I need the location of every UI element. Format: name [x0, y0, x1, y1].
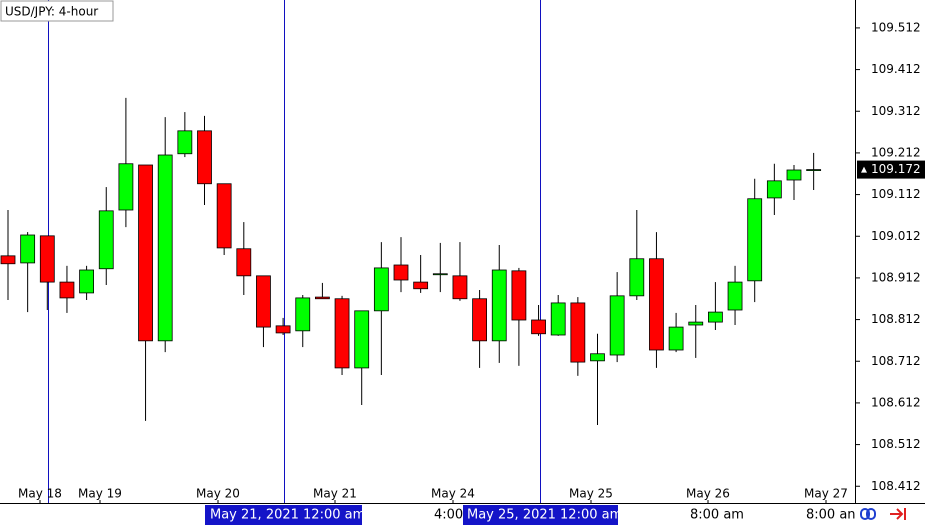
y-tick-label: 109.412	[871, 62, 921, 76]
candle-body	[157, 154, 173, 342]
cursor-label: May 21, 2021 12:00 am	[210, 508, 365, 523]
x-tick-label: May 25	[569, 487, 613, 501]
candle-body	[550, 302, 566, 336]
candle-body	[98, 210, 114, 270]
candle-body	[727, 281, 743, 311]
title-box	[0, 0, 114, 22]
candle-body	[668, 326, 684, 351]
y-tick-label: 109.212	[871, 145, 921, 159]
x-tick-label: May 20	[196, 487, 240, 501]
candle-body	[138, 164, 153, 342]
candle-body	[0, 255, 16, 265]
last-price-arrow	[861, 166, 867, 173]
candle-body	[511, 270, 527, 321]
candle-body	[20, 234, 36, 264]
candle-body	[79, 269, 94, 294]
y-tick-label: 109.512	[871, 20, 921, 34]
candle-body	[786, 169, 802, 181]
candle-body	[609, 295, 625, 356]
candle-body	[590, 353, 605, 362]
x-tick-label: May 26	[686, 487, 730, 501]
candle-body	[649, 258, 664, 351]
y-tick-label: 108.912	[871, 270, 921, 284]
candle-body	[531, 319, 546, 335]
y-tick-label: 108.412	[871, 479, 921, 493]
candle-body	[177, 130, 193, 155]
candle-body	[334, 298, 350, 369]
candle-body	[491, 269, 507, 342]
last-price-label: 109.172	[871, 162, 921, 176]
time-label: 8:00 an	[806, 508, 856, 523]
candle-body	[275, 325, 291, 334]
chart-title: USD/JPY: 4-hour	[5, 5, 98, 19]
link-icon[interactable]	[860, 508, 876, 520]
candle-body	[59, 281, 75, 299]
x-tick-label: May 21	[313, 487, 357, 501]
y-tick-label: 108.612	[871, 395, 921, 409]
candle-body	[216, 183, 232, 249]
candle-body	[295, 297, 311, 332]
candle-body	[766, 180, 782, 199]
candle-body	[688, 321, 704, 326]
y-tick-label: 109.112	[871, 187, 921, 201]
cursor-label: May 25, 2021 12:00 am	[467, 508, 622, 523]
x-tick-label: May 19	[78, 487, 122, 501]
candle-body	[629, 258, 645, 297]
candle-body	[708, 311, 723, 323]
last-price-box	[857, 160, 925, 179]
candle-body	[197, 130, 212, 185]
candle-body	[373, 267, 389, 312]
cursor-label-box	[463, 505, 618, 525]
candle-body	[472, 298, 488, 342]
candle-body	[314, 296, 330, 300]
candle-body	[432, 273, 448, 276]
time-label: 4:00	[434, 508, 463, 523]
candle-body	[570, 302, 586, 363]
x-tick-label: May 27	[804, 487, 848, 501]
candle-body	[236, 248, 252, 277]
x-tick-label: May 18	[18, 487, 62, 501]
time-label: 8:00 am	[690, 508, 744, 523]
candle-body	[118, 163, 134, 211]
x-tick-label: May 24	[431, 487, 475, 501]
y-tick-label: 108.812	[871, 312, 921, 326]
candle-body	[39, 235, 55, 283]
candle-body	[354, 310, 370, 369]
candle-body	[452, 275, 468, 300]
candle-body	[393, 264, 409, 281]
y-tick-label: 109.012	[871, 229, 921, 243]
y-tick-label: 108.512	[871, 437, 921, 451]
y-tick-label: 109.312	[871, 104, 921, 118]
candle-body	[747, 198, 763, 282]
candle-body	[806, 169, 822, 171]
scroll-end-icon[interactable]	[890, 508, 906, 520]
candle-body	[256, 275, 271, 328]
candle-body	[413, 281, 429, 290]
y-tick-label: 108.712	[871, 354, 921, 368]
cursor-label-box	[205, 505, 362, 525]
